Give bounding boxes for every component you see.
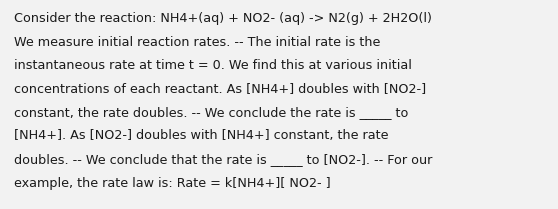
Text: example, the rate law is: Rate = k[NH4+][ NO2- ]: example, the rate law is: Rate = k[NH4+]… bbox=[14, 176, 331, 190]
Text: We measure initial reaction rates. -- The initial rate is the: We measure initial reaction rates. -- Th… bbox=[14, 36, 381, 48]
Text: Consider the reaction: NH4+(aq) + NO2- (aq) -> N2(g) + 2H2O(l): Consider the reaction: NH4+(aq) + NO2- (… bbox=[14, 12, 432, 25]
Text: doubles. -- We conclude that the rate is _____ to [NO2-]. -- For our: doubles. -- We conclude that the rate is… bbox=[14, 153, 432, 166]
Text: concentrations of each reactant. As [NH4+] doubles with [NO2-]: concentrations of each reactant. As [NH4… bbox=[14, 83, 426, 96]
Text: constant, the rate doubles. -- We conclude the rate is _____ to: constant, the rate doubles. -- We conclu… bbox=[14, 106, 408, 119]
Text: [NH4+]. As [NO2-] doubles with [NH4+] constant, the rate: [NH4+]. As [NO2-] doubles with [NH4+] co… bbox=[14, 130, 388, 143]
Text: instantaneous rate at time t = 0. We find this at various initial: instantaneous rate at time t = 0. We fin… bbox=[14, 59, 412, 72]
